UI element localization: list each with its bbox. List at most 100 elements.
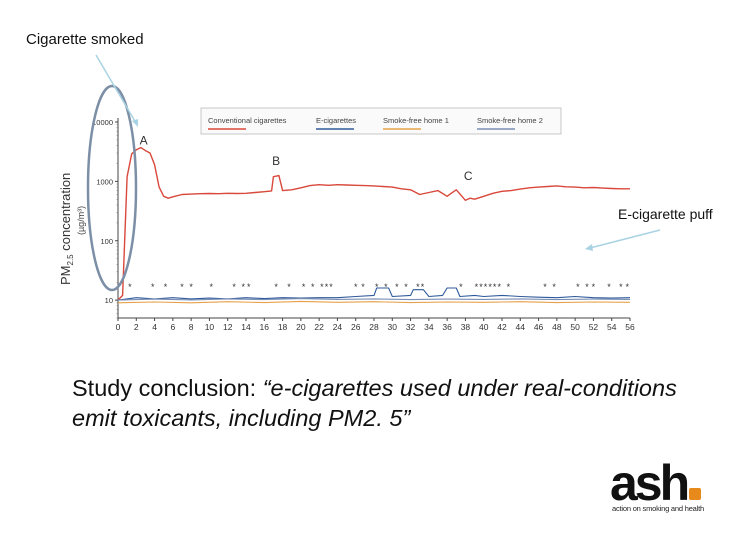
puff-marker: *	[151, 282, 155, 292]
puff-marker: *	[395, 282, 399, 292]
y-axis-label: PM2.5 concentration	[58, 173, 75, 285]
x-tick-label: 8	[189, 322, 194, 332]
puff-marker: *	[180, 282, 184, 292]
puff-marker: *	[475, 282, 479, 292]
x-tick-label: 38	[461, 322, 471, 332]
x-tick-label: 12	[223, 322, 233, 332]
x-tick-label: 52	[589, 322, 599, 332]
puff-marker: *	[325, 282, 329, 292]
puff-marker: *	[302, 282, 306, 292]
legend-label-2: E-cigarettes	[316, 116, 356, 125]
ash-logo-tagline: action on smoking and health	[612, 504, 704, 513]
puff-marker: *	[585, 282, 589, 292]
x-tick-label: 18	[278, 322, 288, 332]
x-tick-label: 14	[241, 322, 251, 332]
series-line-4	[117, 298, 631, 301]
point-label-b: B	[272, 154, 280, 168]
x-tick-label: 28	[369, 322, 379, 332]
puff-marker: *	[247, 282, 251, 292]
x-tick-label: 40	[479, 322, 489, 332]
ash-logo-dot	[689, 488, 701, 500]
x-tick-label: 36	[442, 322, 452, 332]
x-tick-label: 6	[170, 322, 175, 332]
x-tick-label: 42	[497, 322, 507, 332]
puff-markers: * * * * * * * * * * * * * * * * * * * * * * * * * * * * * * * * * * * * * * * *	[128, 282, 629, 292]
x-tick-label: 48	[552, 322, 562, 332]
x-tick-label: 26	[351, 322, 361, 332]
chart-labels: PM2.5 concentration (µg/m³) A B C	[58, 133, 473, 285]
puff-marker: *	[384, 282, 388, 292]
puff-marker: *	[488, 282, 492, 292]
x-tick-label: 16	[260, 322, 270, 332]
puff-marker: *	[209, 282, 213, 292]
study-conclusion: Study conclusion: “e-cigarettes used und…	[72, 373, 712, 433]
puff-marker: *	[354, 282, 358, 292]
highlight-ellipse	[86, 84, 138, 292]
x-tick-label: 46	[534, 322, 544, 332]
puff-marker: *	[416, 282, 420, 292]
puff-marker: *	[287, 282, 291, 292]
annotation-cigarette-smoked: Cigarette smoked	[26, 31, 144, 48]
x-tick-label: 50	[570, 322, 580, 332]
point-label-c: C	[464, 169, 473, 183]
x-tick-label: 20	[296, 322, 306, 332]
chart-series	[117, 146, 631, 304]
x-tick-label: 22	[314, 322, 324, 332]
y-axis-unit: (µg/m³)	[76, 206, 86, 235]
puff-marker: *	[484, 282, 488, 292]
y-tick-label: 1000	[96, 177, 113, 186]
puff-marker: *	[576, 282, 580, 292]
x-tick-label: 4	[152, 322, 157, 332]
arrow-cigarette	[95, 54, 137, 124]
x-tick-label: 56	[625, 322, 635, 332]
puff-marker: *	[128, 282, 132, 292]
x-tick-label: 24	[333, 322, 343, 332]
puff-marker: *	[232, 282, 236, 292]
ash-logo: ash action on smoking and health	[610, 455, 710, 517]
legend-label-1: Conventional cigarettes	[208, 116, 287, 125]
arrow-ecig-head	[585, 244, 593, 251]
puff-marker: *	[493, 282, 497, 292]
puff-marker: *	[329, 282, 333, 292]
puff-marker: *	[479, 282, 483, 292]
x-tick-label: 54	[607, 322, 617, 332]
puff-marker: *	[543, 282, 547, 292]
puff-marker: *	[625, 282, 629, 292]
puff-marker: *	[361, 282, 365, 292]
puff-marker: *	[404, 282, 408, 292]
x-tick-label: 34	[424, 322, 434, 332]
puff-marker: *	[375, 282, 379, 292]
arrow-ecig	[589, 229, 661, 249]
x-tick-label: 30	[388, 322, 398, 332]
puff-marker: *	[619, 282, 623, 292]
series-line-3	[117, 300, 631, 304]
puff-marker: *	[592, 282, 596, 292]
conclusion-quote: “e-cigarettes used under real-conditions…	[72, 375, 677, 431]
puff-marker: *	[164, 282, 168, 292]
legend-label-3: Smoke-free home 1	[383, 116, 449, 125]
puff-marker: *	[189, 282, 193, 292]
x-tick-label: 2	[134, 322, 139, 332]
legend-label-4: Smoke-free home 2	[477, 116, 543, 125]
puff-marker: *	[459, 282, 463, 292]
puff-marker: *	[320, 282, 324, 292]
y-tick-label: 10	[105, 296, 113, 305]
puff-marker: *	[507, 282, 511, 292]
y-tick-label: 10000	[92, 118, 113, 127]
ash-logo-word: ash	[610, 455, 690, 511]
x-tick-label: 32	[406, 322, 416, 332]
arrow-cigarette-head	[132, 119, 138, 127]
conclusion-lead: Study conclusion:	[72, 375, 263, 401]
x-tick-label: 0	[116, 322, 121, 332]
puff-marker: *	[241, 282, 245, 292]
x-tick-label: 44	[516, 322, 526, 332]
chart-legend: Conventional cigarettes E-cigarettes Smoke…	[200, 107, 562, 135]
annotation-arrows	[86, 54, 661, 292]
puff-marker: *	[311, 282, 315, 292]
series-line-1	[117, 146, 630, 301]
puff-marker: *	[497, 282, 501, 292]
puff-marker: *	[274, 282, 278, 292]
annotation-ecigarette-puff: E-cigarette puff	[618, 206, 713, 222]
